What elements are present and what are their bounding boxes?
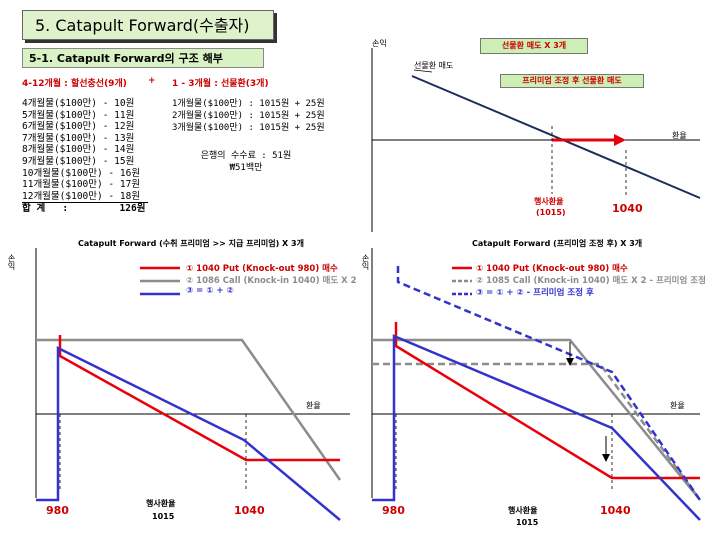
list-item: 6개월물($100만) - 12원	[22, 121, 135, 133]
bl-combined-payoff	[36, 345, 341, 521]
forward-sell-line	[411, 75, 701, 199]
br-legend-item: ② 1085 Call (Knock-in 1040) 매도 X 2 - 프리미…	[476, 276, 706, 286]
top-strike-label: 행사환율	[534, 197, 564, 206]
list-item: 11개월물($100만) - 17원	[22, 179, 141, 191]
top-1040-label: 1040	[612, 202, 643, 215]
bl-legend-item: ② 1086 Call (Knock-in 1040) 매도 X 2	[186, 276, 357, 286]
forward-label-pointer	[413, 69, 433, 73]
list-item: 8개월물($100만) - 14원	[22, 144, 135, 156]
page-title: 5. Catapult Forward(수출자)	[22, 10, 274, 40]
adjust-arrow-2-head-icon	[602, 454, 610, 462]
bl-1040-label: 1040	[234, 504, 265, 517]
br-legend-item: ③ = ① + ② - 프리미엄 조정 후	[476, 288, 594, 298]
list-item: 10개월물($100만) - 16원	[22, 167, 141, 179]
structure-plus: +	[148, 76, 156, 86]
bank-fee: 은행의 수수료 : 51원 ₩51백만	[196, 150, 296, 174]
list-item: 9개월물($100만) - 15원	[22, 155, 135, 167]
list-item: 3개월물($100만) : 1015원 + 25원	[172, 123, 325, 133]
bl-strike-value: 1015	[152, 512, 175, 521]
br-chart-title: Catapult Forward (프리미엄 조정 후) X 3개	[472, 239, 643, 248]
br-combined-adjusted	[396, 266, 702, 501]
forward-sell-label: 선물환 매도	[414, 61, 454, 70]
forward-list-right: 1개월물($100만) : 1015원 + 25원 2개월물($100만) : …	[172, 98, 325, 134]
list-item: 5개월물($100만) - 11원	[22, 109, 135, 121]
bl-strike-label: 행사환율	[146, 499, 176, 508]
br-strike-value: 1015	[516, 518, 539, 527]
bl-legend-item: ③ = ① + ②	[186, 286, 234, 296]
bl-980-label: 980	[46, 504, 69, 517]
br-call-payoff	[372, 338, 701, 501]
fee-line1: 은행의 수수료 : 51원	[200, 151, 292, 161]
bl-legend: ① 1040 Put (Knock-out 980) 매수 ② 1086 Cal…	[186, 262, 357, 296]
top-chart-xlabel: 환율	[672, 131, 687, 140]
section-subtitle: 5-1. Catapult Forward의 구조 해부	[22, 48, 264, 68]
bl-ylabel: 손익	[7, 254, 16, 270]
top-strike-value: (1015)	[536, 208, 566, 217]
br-legend: ① 1040 Put (Knock-out 980) 매수 ② 1085 Cal…	[476, 262, 706, 298]
br-legend-item: ① 1040 Put (Knock-out 980) 매수	[476, 264, 628, 274]
fee-line2: ₩51백만	[229, 163, 263, 173]
bl-chart-title: Catapult Forward (수취 프리미엄 >> 지급 프리미엄) X …	[78, 239, 304, 248]
br-strike-label: 행사환율	[508, 506, 538, 515]
list-item: 7개월물($100만) - 13원	[22, 132, 135, 144]
adjust-arrow-1-head-icon	[566, 358, 574, 366]
br-980-label: 980	[382, 504, 405, 517]
bl-put-payoff	[58, 335, 340, 462]
list-item: 1개월물($100만) : 1015원 + 25원	[172, 99, 325, 109]
arrow-head-icon	[614, 134, 626, 146]
br-xlabel: 환율	[670, 401, 685, 410]
structure-right-header: 1 - 3개월 : 선물환(3개)	[172, 79, 269, 89]
top-chart-ylabel: 손익	[372, 39, 387, 48]
br-put-payoff	[394, 322, 700, 480]
br-combined-payoff	[372, 334, 701, 521]
list-item: 4개월물($100만) - 10원	[22, 98, 135, 109]
list-item: 2개월물($100만) : 1015원 + 25원	[172, 111, 325, 121]
br-1040-label: 1040	[600, 504, 631, 517]
structure-left-header: 4-12개월 : 할선충선(9개)	[22, 79, 127, 89]
adjusted-forward-tag: 프리미엄 조정 후 선물환 매도	[500, 74, 644, 88]
forward-sell-tag: 선물환 매도 X 3개	[480, 38, 588, 54]
forward-list-left: 4개월물($100만) - 10원 5개월물($100만) - 11원 6개월물…	[22, 98, 148, 215]
bl-xlabel: 환율	[306, 401, 321, 410]
list-total: 합 계 : 126원	[22, 202, 148, 215]
list-item: 12개월물($100만) - 18원	[22, 190, 141, 202]
br-ylabel: 손익	[361, 254, 370, 270]
bl-call-payoff	[36, 338, 342, 481]
bl-legend-item: ① 1040 Put (Knock-out 980) 매수	[186, 264, 338, 274]
